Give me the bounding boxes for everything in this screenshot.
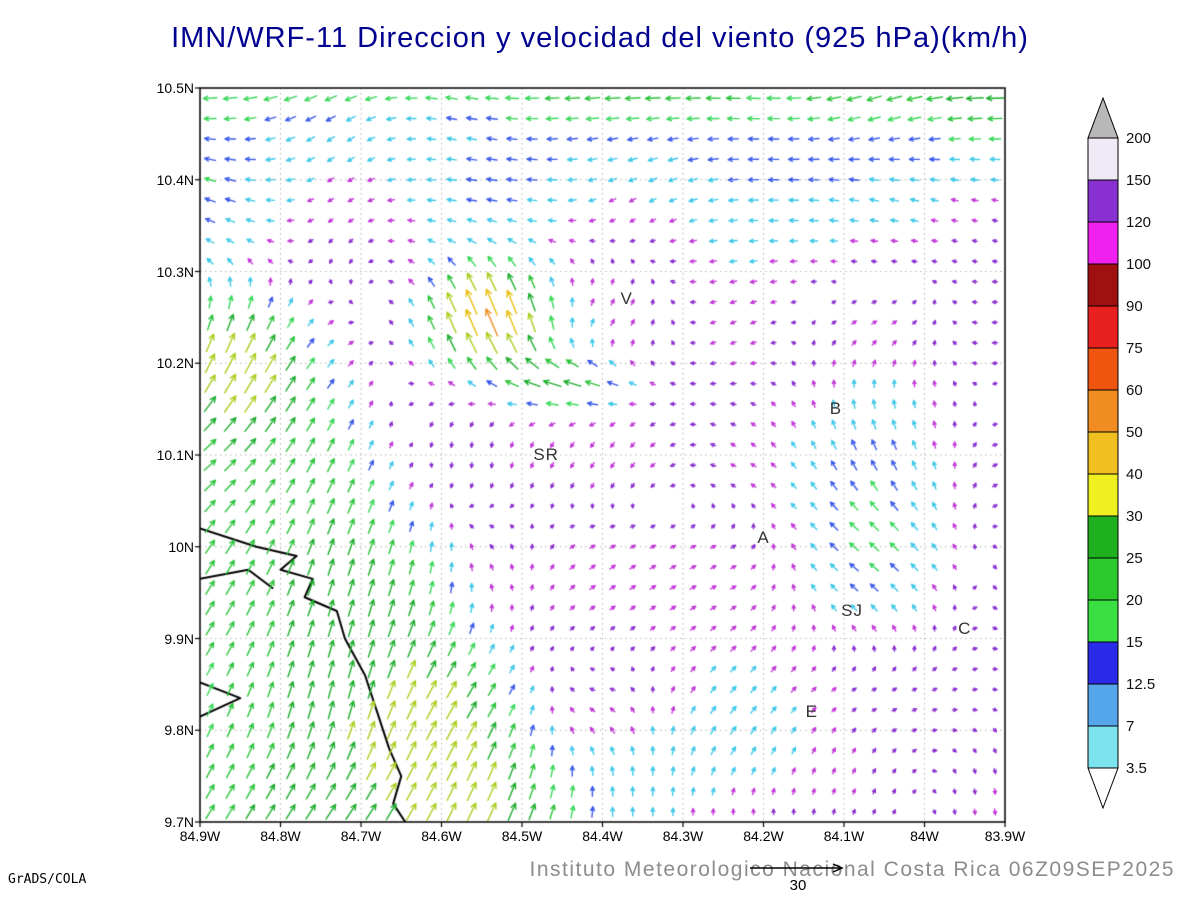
lon-tick-label: 84.6W <box>421 828 462 844</box>
reference-vector-label: 30 <box>789 877 807 894</box>
lon-tick-label: 84.7W <box>340 828 382 844</box>
grads-credit: GrADS/COLA <box>8 872 87 887</box>
colorbar-band <box>1087 263 1119 307</box>
lat-tick-label: 10.5N <box>156 80 194 96</box>
colorbar-tick-label: 40 <box>1126 466 1143 483</box>
colorbar-above-triangle <box>1087 96 1119 139</box>
colorbar-tick-label: 7 <box>1126 718 1134 735</box>
colorbar-below-triangle <box>1087 767 1119 810</box>
colorbar-tick-label: 30 <box>1126 508 1143 525</box>
colorbar-band <box>1087 137 1119 181</box>
lat-tick-label: 10.3N <box>156 263 194 280</box>
colorbar-tick-label: 50 <box>1126 424 1143 441</box>
station-label-e: E <box>805 701 818 721</box>
reference-vector: 30 <box>748 860 848 894</box>
station-label-v: V <box>620 289 633 309</box>
colorbar-band <box>1087 221 1119 265</box>
colorbar-tick-label: 25 <box>1126 550 1143 567</box>
colorbar-tick-label: 20 <box>1126 592 1143 609</box>
station-label-a: A <box>757 527 770 547</box>
lon-tick-label: 84.5W <box>501 828 543 844</box>
station-label-sr: SR <box>533 445 559 464</box>
station-label-c: C <box>958 619 972 639</box>
lon-tick-label: 84.1W <box>823 828 865 844</box>
colorbar-band <box>1087 557 1119 601</box>
colorbar-tick-label: 200 <box>1126 130 1151 147</box>
colorbar-tick-label: 150 <box>1126 172 1151 189</box>
colorbar-tick-label: 15 <box>1126 634 1143 651</box>
lat-tick-label: 9.7N <box>164 814 194 830</box>
colorbar-tick-label: 90 <box>1126 298 1143 315</box>
lon-tick-label: 84.2W <box>743 828 784 844</box>
colorbar-band <box>1087 431 1119 475</box>
colorbar-band <box>1087 347 1119 391</box>
colorbar-band <box>1087 389 1119 433</box>
colorbar-tick-label: 3.5 <box>1126 760 1147 777</box>
lon-tick-label: 84W <box>910 828 939 844</box>
colorbar-band <box>1087 641 1119 685</box>
lat-tick-label: 9.8N <box>164 722 194 739</box>
lon-tick-label: 84.4W <box>582 828 623 844</box>
lat-tick-label: 10N <box>168 538 194 555</box>
colorbar-band <box>1087 725 1119 769</box>
colorbar-tick-label: 120 <box>1126 214 1151 231</box>
chart-title: IMN/WRF-11 Direccion y velocidad del vie… <box>171 22 1029 54</box>
lat-tick-label: 10.1N <box>156 447 194 463</box>
reference-arrow-icon <box>750 863 844 873</box>
station-label-b: B <box>829 399 843 419</box>
colorbar-tick-label: 12.5 <box>1126 676 1155 693</box>
lon-tick-label: 84.3W <box>662 828 704 844</box>
colorbar-tick-label: 75 <box>1126 340 1143 357</box>
colorbar-band <box>1087 683 1119 727</box>
lat-tick-label: 10.4N <box>156 171 194 188</box>
colorbar-band <box>1087 305 1119 349</box>
lon-tick-label: 84.8W <box>260 828 301 844</box>
lon-tick-label: 84.9W <box>179 828 221 844</box>
colorbar-band <box>1087 179 1119 223</box>
station-label-sj: SJ <box>841 600 863 620</box>
speed-colorbar: 3.5 7 12.5 15 20 25 30 40 50 60 75 90 100 120 150 200 <box>1080 88 1200 833</box>
colorbar-band <box>1087 599 1119 643</box>
lat-tick-label: 10.2N <box>156 355 194 372</box>
lat-tick-label: 9.9N <box>164 630 194 647</box>
colorbar-tick-label: 100 <box>1126 256 1151 273</box>
colorbar-band <box>1087 473 1119 517</box>
caption: Instituto Meteorologico Nacional Costa R… <box>529 858 1175 881</box>
colorbar-band <box>1087 515 1119 559</box>
colorbar-tick-label: 60 <box>1126 382 1143 399</box>
lon-tick-label: 83.9W <box>984 828 1026 844</box>
